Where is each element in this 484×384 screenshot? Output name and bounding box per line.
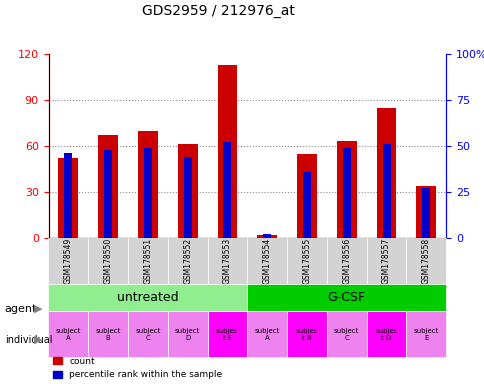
Bar — [98, 135, 118, 238]
Text: GDS2959 / 212976_at: GDS2959 / 212976_at — [141, 4, 294, 18]
Text: subject
D: subject D — [175, 328, 200, 341]
FancyBboxPatch shape — [167, 238, 207, 284]
FancyBboxPatch shape — [326, 238, 366, 284]
Text: untreated: untreated — [117, 291, 179, 304]
FancyBboxPatch shape — [207, 238, 247, 284]
FancyBboxPatch shape — [366, 311, 406, 357]
Bar — [257, 235, 276, 238]
Bar — [296, 154, 316, 238]
FancyBboxPatch shape — [366, 238, 406, 284]
Bar — [376, 108, 395, 238]
Bar — [342, 148, 350, 238]
FancyBboxPatch shape — [88, 238, 128, 284]
FancyBboxPatch shape — [88, 311, 128, 357]
FancyBboxPatch shape — [48, 238, 88, 284]
Bar — [336, 141, 356, 238]
Bar — [58, 158, 78, 238]
Text: G-CSF: G-CSF — [327, 291, 365, 304]
Text: ▶: ▶ — [34, 304, 43, 314]
Text: subjec
t E: subjec t E — [216, 328, 238, 341]
FancyBboxPatch shape — [167, 311, 207, 357]
Bar — [422, 188, 429, 238]
Legend: count, percentile rank within the sample: count, percentile rank within the sample — [53, 357, 222, 379]
Text: GSM178558: GSM178558 — [421, 238, 430, 284]
FancyBboxPatch shape — [207, 311, 247, 357]
Text: GSM178552: GSM178552 — [183, 238, 192, 284]
Bar — [217, 65, 237, 238]
Text: individual: individual — [5, 335, 52, 345]
FancyBboxPatch shape — [326, 311, 366, 357]
FancyBboxPatch shape — [406, 238, 445, 284]
Bar — [177, 144, 197, 238]
Text: GSM178557: GSM178557 — [381, 238, 390, 284]
Text: GSM178553: GSM178553 — [223, 238, 231, 284]
Text: subjec
t B: subjec t B — [295, 328, 318, 341]
Text: GSM178550: GSM178550 — [104, 238, 112, 284]
Bar — [183, 157, 191, 238]
Text: GSM178551: GSM178551 — [143, 238, 152, 284]
Text: GSM178554: GSM178554 — [262, 238, 271, 284]
FancyBboxPatch shape — [48, 284, 247, 311]
Text: subject
C: subject C — [135, 328, 160, 341]
Text: agent: agent — [5, 304, 37, 314]
FancyBboxPatch shape — [247, 284, 445, 311]
Bar — [263, 234, 271, 238]
FancyBboxPatch shape — [247, 311, 287, 357]
Bar — [302, 172, 310, 238]
Text: subject
A: subject A — [254, 328, 279, 341]
Text: subject
E: subject E — [413, 328, 438, 341]
Text: subject
B: subject B — [95, 328, 121, 341]
Text: GSM178549: GSM178549 — [64, 238, 73, 284]
Bar — [64, 153, 72, 238]
FancyBboxPatch shape — [287, 311, 326, 357]
FancyBboxPatch shape — [406, 311, 445, 357]
Text: subject
C: subject C — [333, 328, 359, 341]
Text: GSM178556: GSM178556 — [342, 238, 350, 284]
Text: subject
A: subject A — [56, 328, 81, 341]
FancyBboxPatch shape — [128, 238, 167, 284]
Bar — [223, 142, 231, 238]
Bar — [382, 144, 390, 238]
FancyBboxPatch shape — [48, 311, 88, 357]
Text: ▶: ▶ — [34, 335, 43, 345]
Text: subjec
t D: subjec t D — [375, 328, 397, 341]
Bar — [137, 131, 157, 238]
Text: GSM178555: GSM178555 — [302, 238, 311, 284]
Bar — [104, 150, 112, 238]
Bar — [144, 148, 151, 238]
FancyBboxPatch shape — [287, 238, 326, 284]
FancyBboxPatch shape — [128, 311, 167, 357]
Bar — [415, 186, 435, 238]
FancyBboxPatch shape — [247, 238, 287, 284]
